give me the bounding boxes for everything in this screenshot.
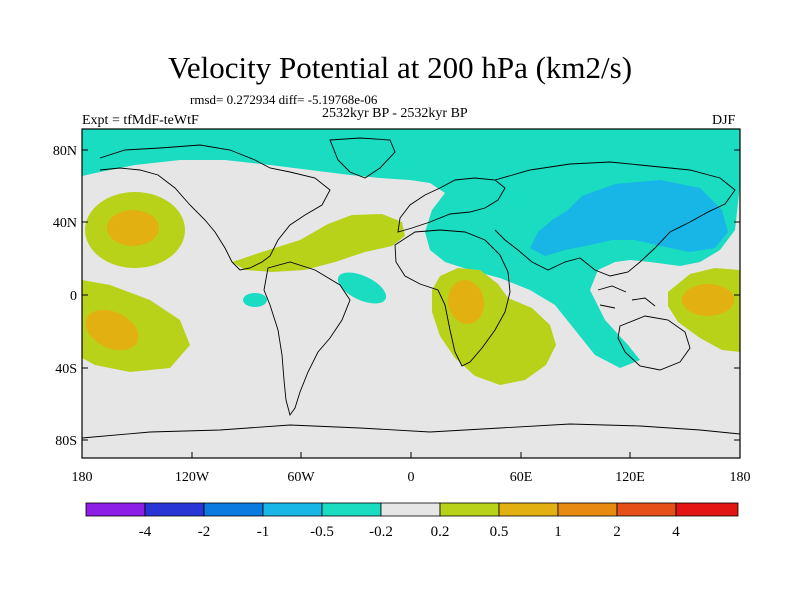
colorbar-label-1: -2 [198, 524, 211, 540]
colorbar-label-5: 0.2 [431, 524, 450, 540]
lon-label-60w: 60W [287, 470, 315, 485]
lat-label-40n: 40N [53, 216, 77, 231]
coast-antarctica [82, 423, 740, 439]
coast-maritime-continent [597, 285, 656, 309]
cyan-region-north [82, 129, 740, 368]
blue-region-asia [530, 180, 728, 256]
lat-label-80s: 80S [55, 434, 77, 449]
lon-label-180e: 180 [730, 470, 751, 485]
colorbar-swatch-3 [262, 502, 323, 517]
colorbar-label-0: -4 [139, 524, 152, 540]
yellow-core-africa [447, 280, 485, 324]
coast-africa [394, 229, 511, 367]
coast-asia [494, 161, 736, 277]
colorbar-swatch-2 [203, 502, 264, 517]
lon-label-120e: 120E [615, 470, 645, 485]
map-frame [81, 128, 741, 459]
colorbar-label-6: 0.5 [490, 524, 509, 540]
colorbar: -4 -2 -1 -0.5 -0.2 0.2 0.5 1 2 4 [85, 502, 739, 540]
coast-north-america [99, 144, 331, 271]
colorbar-swatch-6 [439, 502, 500, 517]
colorbar-label-9: 4 [672, 524, 680, 540]
colorbar-swatch-1 [144, 502, 205, 517]
cyan-patch-south-america [243, 293, 267, 307]
experiment-label: Expt = tfMdF-teWtF [82, 113, 199, 128]
coast-greenland [329, 137, 396, 179]
cyan-patch-atlantic [337, 272, 387, 304]
coast-south-america [263, 261, 351, 417]
plot-title: Velocity Potential at 200 hPa (km2/s) [167, 50, 633, 85]
colorbar-swatch-9 [616, 502, 677, 517]
colorbar-label-4: -0.2 [369, 524, 393, 540]
colorbar-swatch-8 [557, 502, 618, 517]
colorbar-label-8: 2 [613, 524, 621, 540]
latitude-labels: 80N 40N 0 40S 80S [53, 144, 77, 449]
colorbar-swatch-10 [675, 502, 739, 517]
colorbar-swatch-5 [380, 502, 441, 517]
lon-label-120w: 120W [175, 470, 210, 485]
tick-marks [82, 149, 740, 458]
contour-fill-layer [82, 129, 740, 458]
colorbar-swatch-7 [498, 502, 559, 517]
green-region-south-pacific [82, 280, 190, 372]
yellow-core-north-pacific [107, 210, 159, 246]
period-label: 2532kyr BP - 2532kyr BP [322, 106, 468, 121]
lat-label-80n: 80N [53, 144, 77, 159]
coast-australia [617, 315, 691, 371]
lon-label-180w: 180 [72, 470, 93, 485]
colorbar-label-7: 1 [554, 524, 562, 540]
coastlines [82, 137, 740, 439]
colorbar-label-3: -0.5 [310, 524, 334, 540]
longitude-labels: 180 120W 60W 0 60E 120E 180 [72, 470, 751, 485]
yellow-core-south-pacific [85, 309, 139, 351]
lon-label-0: 0 [408, 470, 415, 485]
colorbar-swatch-4 [321, 502, 382, 517]
green-region-atlantic-band [232, 214, 405, 272]
lat-label-40s: 40S [55, 362, 77, 377]
lon-label-60e: 60E [510, 470, 533, 485]
colorbar-swatch-0 [85, 502, 146, 517]
yellow-core-west-pacific [682, 284, 734, 316]
rmsd-diff-stats: rmsd= 0.272934 diff= -5.19768e-06 [190, 92, 378, 107]
season-label: DJF [712, 113, 736, 128]
lat-label-eq: 0 [70, 289, 77, 304]
colorbar-label-2: -1 [257, 524, 270, 540]
coast-europe [397, 177, 506, 233]
